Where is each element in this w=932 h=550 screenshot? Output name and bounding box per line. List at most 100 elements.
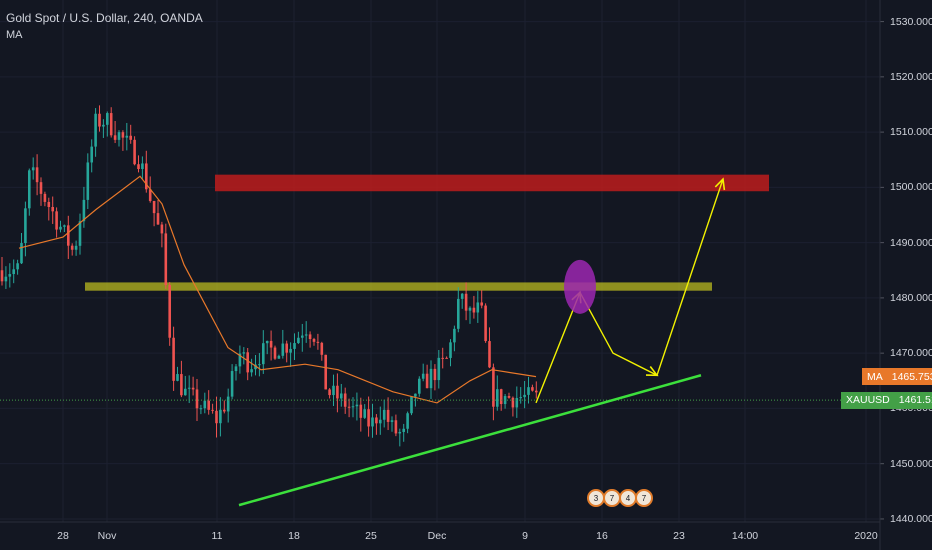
candle-body [460, 293, 464, 299]
candle-body [273, 347, 277, 359]
economic-events[interactable]: 3 7 4 7 [587, 489, 653, 507]
candle-body [207, 400, 210, 410]
candle-body [293, 343, 296, 349]
price-tick-label: 1490.000 [890, 236, 932, 249]
candle-body [184, 388, 187, 396]
candle-body [133, 139, 136, 165]
candle-body [269, 340, 273, 348]
candle-body [484, 305, 487, 342]
candle-body [106, 113, 109, 125]
candle-body [316, 341, 320, 343]
candle-body [453, 328, 456, 343]
candle-body [195, 389, 199, 409]
candle-body [468, 307, 472, 311]
candle-body [164, 233, 168, 286]
candle-body [379, 419, 382, 424]
target-marker-ellipse [564, 259, 596, 314]
candle-body [402, 428, 405, 432]
grid-layer [0, 0, 884, 522]
candle-body [145, 163, 148, 190]
candle-body [464, 293, 468, 311]
candle-body [304, 334, 308, 336]
candle-body [199, 408, 203, 410]
candle-body [367, 409, 370, 427]
candle-body [67, 225, 70, 246]
candle-body [98, 113, 101, 127]
candle-body [429, 368, 433, 389]
candle-body [265, 340, 269, 344]
price-tick-label: 1530.000 [890, 15, 932, 28]
candle-body [289, 348, 292, 353]
time-tick-label: 23 [673, 530, 685, 542]
price-tick-label: 1470.000 [890, 347, 932, 360]
price-badge: XAUUSD 1461.510 [841, 391, 932, 409]
candle-body [203, 400, 207, 409]
price-tick-label: 1450.000 [890, 457, 932, 470]
candle-body [445, 357, 448, 359]
candle-body [226, 396, 230, 412]
candle-body [394, 420, 398, 434]
candle-body [324, 354, 327, 390]
time-tick-label: 28 [57, 530, 69, 542]
candle-body [0, 270, 4, 282]
chart-title[interactable]: Gold Spot / U.S. Dollar, 240, OANDA [6, 11, 203, 25]
time-tick-label: 14:00 [731, 530, 759, 542]
candle-body [28, 170, 31, 209]
indicator-label[interactable]: MA [6, 29, 23, 41]
candle-body [31, 167, 35, 171]
candle-body [301, 335, 304, 338]
pivot-zone [85, 282, 712, 291]
candle-body [39, 182, 43, 194]
candle-body [511, 397, 515, 408]
candle-body [160, 224, 164, 234]
candle-body [336, 385, 339, 399]
projection-path [535, 178, 724, 404]
candle-body [246, 352, 249, 373]
candle-body [281, 343, 285, 356]
candle-body [234, 366, 238, 372]
candle-body [332, 385, 335, 396]
candle-body [375, 417, 378, 424]
time-tick-label: 2020 [854, 530, 878, 542]
price-badge-value: 1461.510 [894, 391, 932, 409]
candle-body [437, 357, 441, 381]
price-badge-symbol: XAUUSD [841, 391, 895, 409]
candle-body [12, 269, 15, 275]
drawing-layer[interactable] [238, 177, 726, 507]
candle-body [351, 406, 355, 408]
candle-body [141, 163, 144, 169]
candle-body [8, 274, 12, 277]
candle-body [425, 373, 429, 389]
candle-body [137, 164, 140, 169]
candle-body [414, 393, 417, 397]
ma-badge-value: 1465.753 [887, 368, 932, 386]
candle-body [35, 167, 39, 183]
time-tick-label: 9 [522, 530, 528, 542]
candle-body [148, 189, 152, 201]
candle-body [285, 343, 288, 353]
time-tick-label: 25 [365, 530, 377, 542]
candle-body [109, 113, 113, 136]
candle-body [480, 302, 483, 306]
price-tick-label: 1500.000 [890, 181, 932, 194]
candle-body [16, 263, 19, 270]
candle-body [172, 337, 175, 381]
candle-body [410, 396, 413, 414]
candle-body [328, 389, 331, 396]
candle-body [519, 397, 522, 399]
arrowhead-icon [714, 177, 726, 191]
candle-body [113, 135, 117, 140]
time-tick-label: 16 [596, 530, 608, 542]
time-tick-label: Dec [427, 530, 447, 542]
event-flag-icon[interactable]: 7 [635, 489, 653, 507]
candle-body [386, 409, 390, 422]
price-tick-label: 1510.000 [890, 126, 932, 139]
candle-body [254, 364, 257, 370]
candle-body [43, 193, 47, 202]
time-tick-label: Nov [97, 530, 117, 542]
candle-body [51, 207, 54, 212]
candle-body [180, 374, 183, 396]
candle-body [449, 342, 452, 358]
